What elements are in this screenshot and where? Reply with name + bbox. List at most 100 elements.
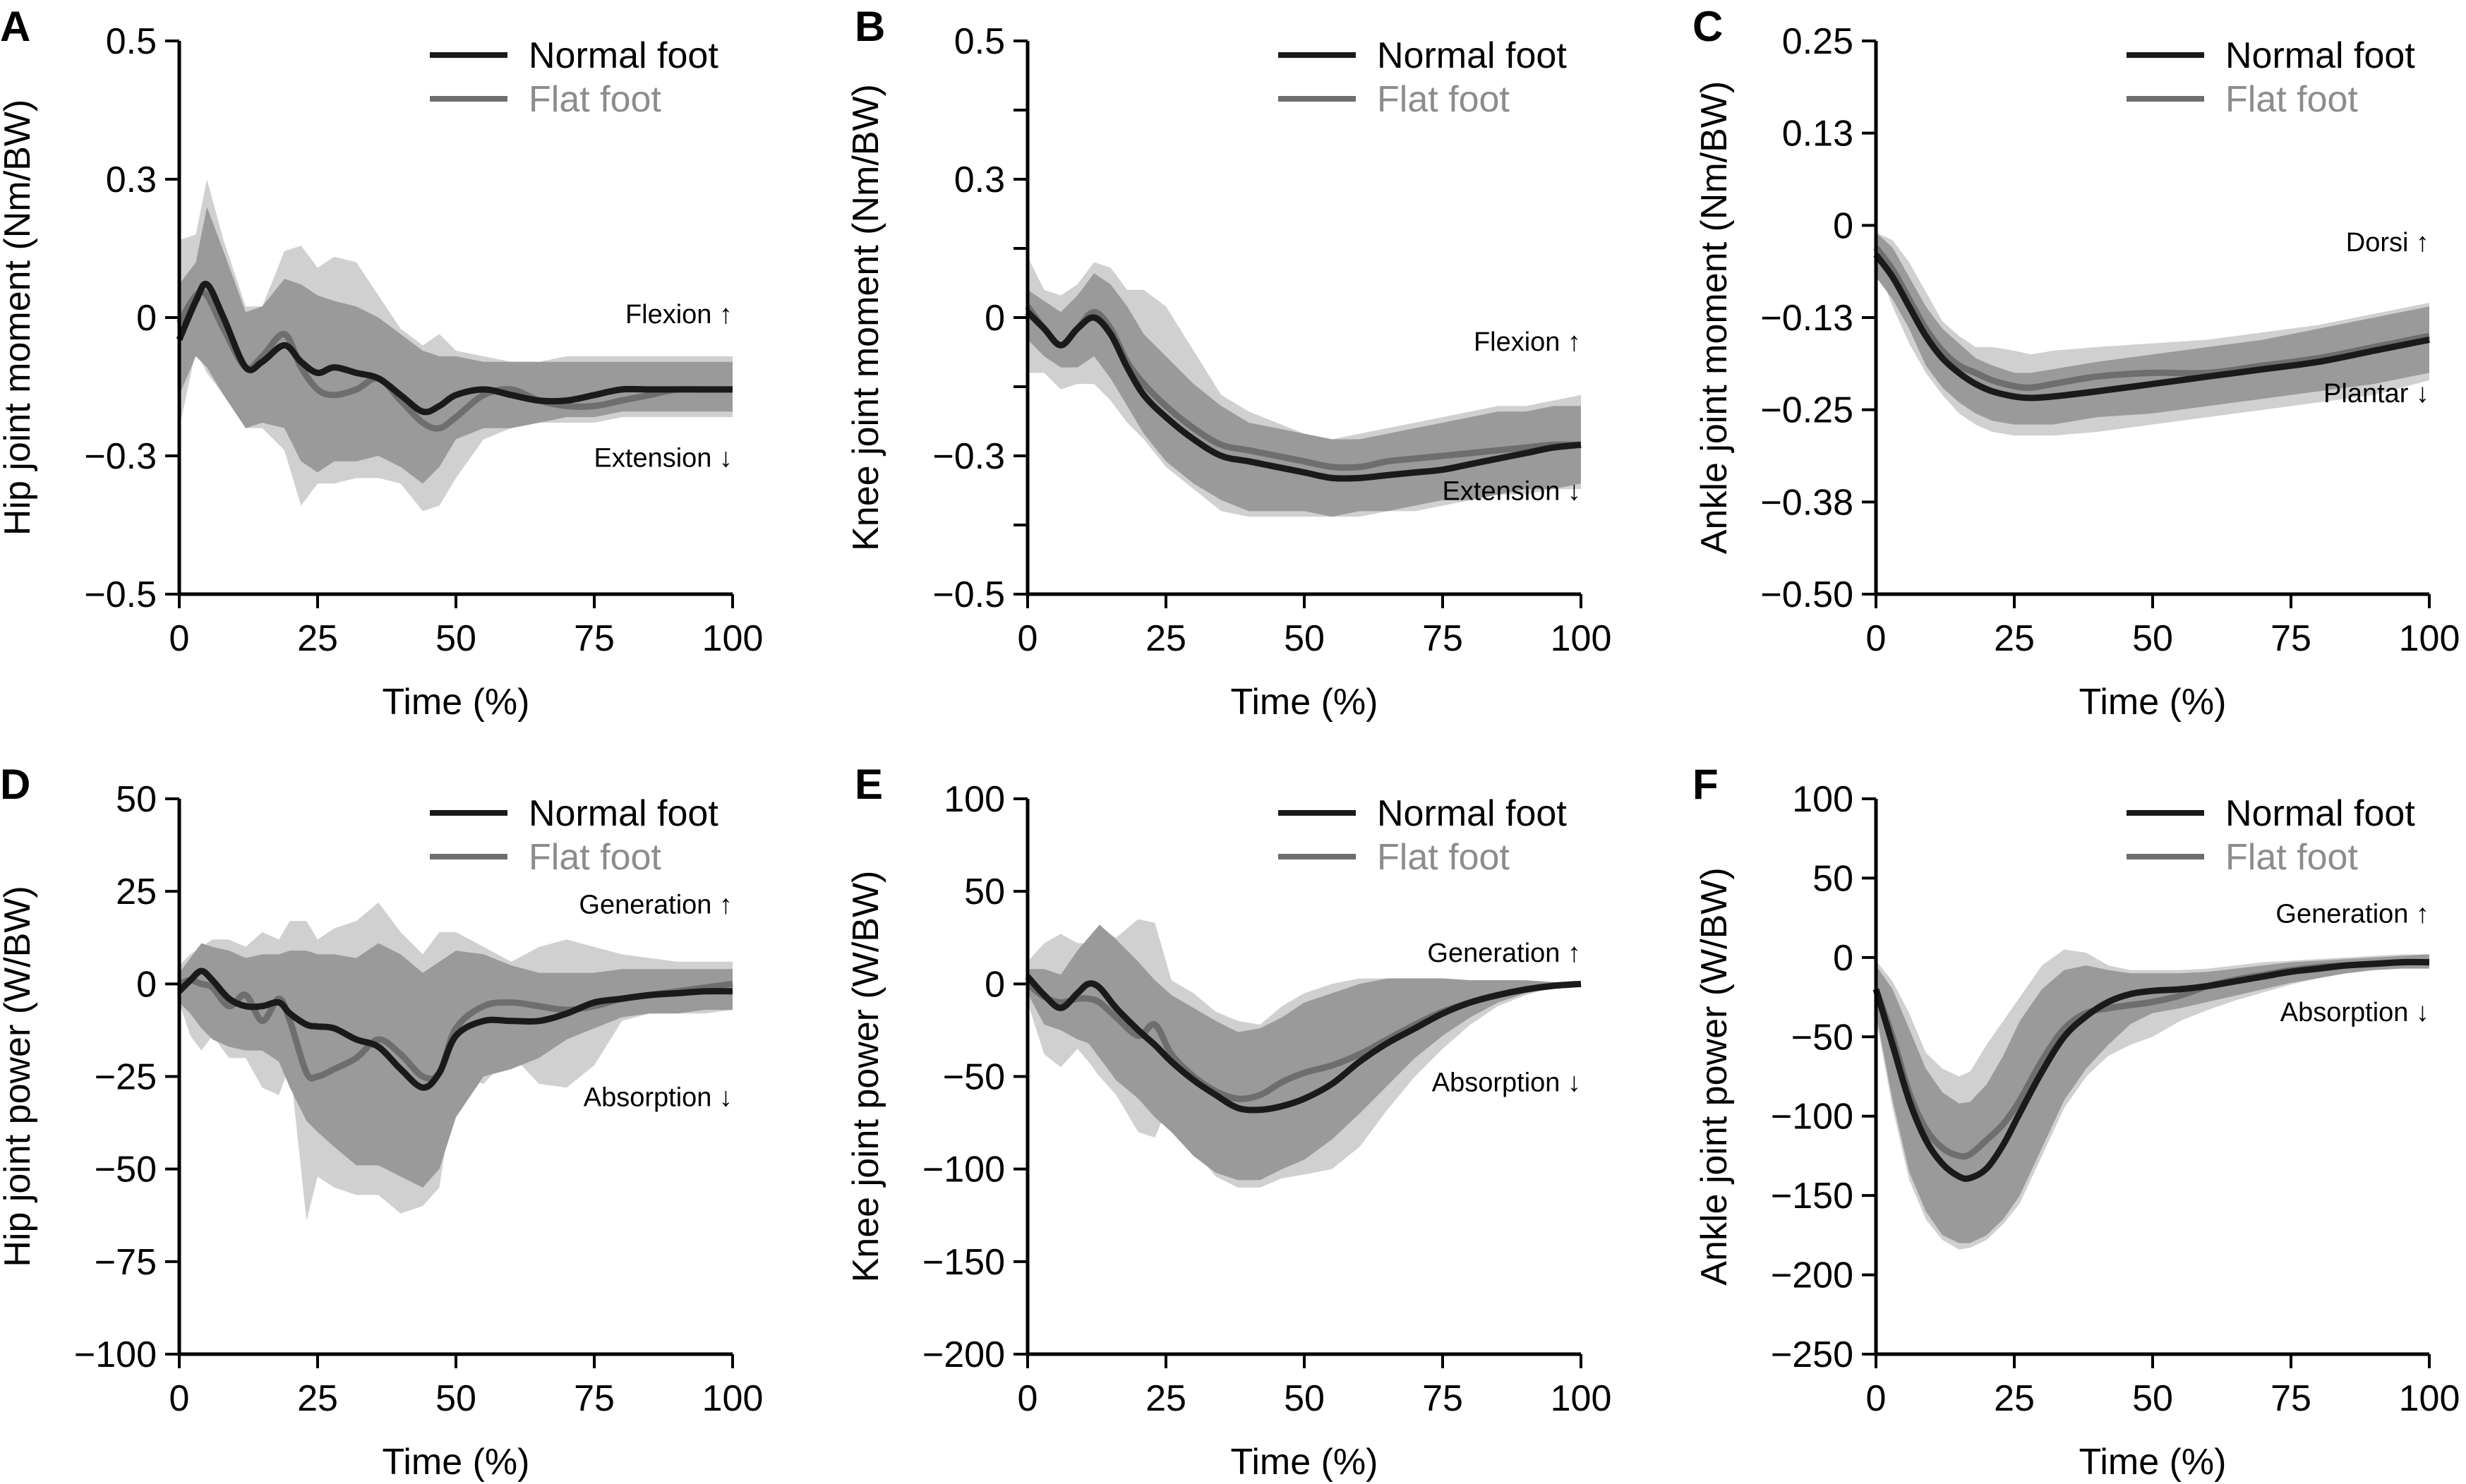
x-tick-label: 100: [1551, 1378, 1612, 1419]
x-tick-label: 50: [435, 1378, 476, 1419]
x-tick-label: 0: [1018, 1378, 1038, 1419]
normal-foot-mean-line: [1873, 253, 2430, 402]
y-tick-label: −150: [1771, 1176, 1853, 1217]
x-axis-title: Time (%): [2079, 682, 2227, 723]
y-tick-label: −50: [1791, 1017, 1853, 1058]
x-tick-label: 0: [1866, 1378, 1887, 1419]
y-tick-label: 0.13: [1782, 114, 1853, 155]
x-tick-label: 0: [1866, 618, 1887, 659]
normal-foot-mean-line: [1025, 974, 1582, 1114]
x-tick-label: 75: [2270, 618, 2311, 659]
annotation-positive-direction: Generation ↑: [1427, 939, 1581, 968]
y-tick-label: 50: [964, 871, 1005, 912]
y-tick-label: 0.3: [954, 159, 1005, 200]
y-tick-label: −0.5: [84, 574, 157, 615]
normal-foot-sd-band: [1028, 924, 1581, 1181]
y-tick-label: −0.25: [1760, 390, 1853, 431]
x-tick-label: 100: [1551, 618, 1612, 659]
x-tick-label: 25: [1994, 1378, 2035, 1419]
legend-normal-label: Normal foot: [2225, 793, 2415, 834]
annotation-negative-direction: Extension ↓: [594, 444, 733, 473]
y-tick-label: −25: [95, 1057, 157, 1098]
y-tick-label: 0.3: [106, 159, 157, 200]
annotation-negative-direction: Plantar ↓: [2323, 379, 2429, 409]
legend-flat-label: Flat foot: [1377, 79, 1510, 120]
annotation-positive-direction: Flexion ↑: [625, 300, 733, 330]
y-tick-label: 0: [985, 964, 1005, 1005]
y-tick-label: −250: [1771, 1334, 1853, 1375]
panel-b: 0.5 0.3 0 −0.3 −0.5 0 25 50 75 100 Time (%) Knee jo…: [846, 3, 1611, 723]
annotation-positive-direction: Flexion ↑: [1474, 327, 1581, 357]
y-tick-label: 0.25: [1782, 21, 1853, 62]
legend-flat-label: Flat foot: [1377, 837, 1510, 878]
normal-foot-sd-band: [1876, 954, 2429, 1243]
legend-normal-label: Normal foot: [1377, 793, 1567, 834]
legend-flat-label: Flat foot: [529, 837, 661, 878]
y-tick-label: −0.38: [1760, 482, 1853, 523]
y-tick-label: −0.3: [84, 436, 157, 477]
x-axis-title: Time (%): [383, 1442, 530, 1483]
annotation-positive-direction: Generation ↑: [579, 891, 733, 920]
normal-foot-mean-line: [1025, 310, 1582, 482]
flat-foot-mean-line: [1025, 304, 1582, 471]
y-tick-label: −100: [1771, 1097, 1853, 1138]
panel-label: B: [855, 3, 885, 50]
x-tick-label: 75: [1422, 1378, 1463, 1419]
annotation-negative-direction: Extension ↓: [1443, 477, 1581, 507]
y-tick-label: −50: [943, 1057, 1005, 1098]
x-tick-label: 75: [574, 618, 615, 659]
y-tick-label: −75: [95, 1242, 157, 1283]
y-tick-label: −0.50: [1760, 574, 1853, 615]
y-tick-label: −0.13: [1760, 298, 1853, 339]
y-tick-label: −50: [95, 1150, 157, 1190]
x-tick-label: 25: [1145, 618, 1186, 659]
legend-flat-label: Flat foot: [2225, 837, 2358, 878]
y-tick-label: 50: [116, 779, 157, 820]
y-axis-title: Knee joint moment (Nm/BW): [846, 84, 886, 551]
y-tick-label: 25: [116, 871, 157, 912]
legend-flat-label: Flat foot: [529, 79, 661, 120]
x-axis-title: Time (%): [1231, 1442, 1378, 1483]
panel-d: 50 25 0 −25 −50 −75 −100 0 25 50 75 100 Time (%) Hip …: [0, 761, 763, 1483]
x-axis-title: Time (%): [1231, 682, 1378, 723]
y-tick-label: −200: [1771, 1255, 1853, 1296]
panel-e: 100 50 0 −50 −100 −150 −200 0 25 50 75 100 Time (%) K…: [846, 761, 1611, 1483]
legend-normal-label: Normal foot: [2225, 35, 2415, 76]
y-tick-label: 0: [136, 964, 157, 1005]
legend-flat-label: Flat foot: [2225, 79, 2358, 120]
normal-foot-mean-line: [1872, 958, 2430, 1182]
x-tick-label: 25: [1145, 1378, 1186, 1419]
panel-label: D: [0, 761, 30, 808]
annotation-negative-direction: Absorption ↓: [584, 1082, 733, 1112]
y-tick-label: −100: [74, 1334, 157, 1375]
y-tick-label: 0: [985, 298, 1005, 339]
normal-foot-mean-line: [176, 967, 733, 1091]
legend-normal-label: Normal foot: [1377, 35, 1567, 76]
panel-a: 0.5 0.3 0 −0.3 −0.5 0 25 50 75 100 Time (%) Hip joi…: [0, 3, 763, 723]
y-tick-label: −0.5: [932, 574, 1005, 615]
annotation-positive-direction: Dorsi ↑: [2346, 228, 2429, 258]
x-tick-label: 50: [435, 618, 476, 659]
y-axis-title: Ankle joint power (W/BW): [1694, 867, 1735, 1285]
normal-foot-sd-band: [179, 207, 733, 484]
y-axis-title: Ankle joint moment (Nm/BW): [1694, 81, 1735, 554]
panel-f: 100 50 0 −50 −100 −150 −200 −250 0 25 50 75 100 Time …: [1692, 761, 2460, 1483]
x-tick-label: 50: [2132, 618, 2173, 659]
x-axis-title: Time (%): [2079, 1442, 2227, 1483]
x-tick-label: 75: [1422, 618, 1463, 659]
x-axis-title: Time (%): [383, 682, 530, 723]
x-tick-label: 100: [702, 1378, 764, 1419]
y-axis-title: Hip joint power (W/BW): [0, 886, 38, 1267]
y-tick-label: 100: [1792, 779, 1853, 820]
x-tick-label: 100: [2399, 1378, 2460, 1419]
normal-foot-sd-band: [1876, 232, 2429, 425]
y-tick-label: 0: [1833, 205, 1853, 246]
panel-c: 0.25 0.13 0 −0.13 −0.25 −0.38 −0.50 0 25 50 75 100 T…: [1692, 3, 2460, 723]
normal-foot-mean-line: [176, 280, 733, 416]
y-tick-label: 100: [944, 779, 1005, 820]
flat-foot-mean-line: [1873, 245, 2430, 391]
